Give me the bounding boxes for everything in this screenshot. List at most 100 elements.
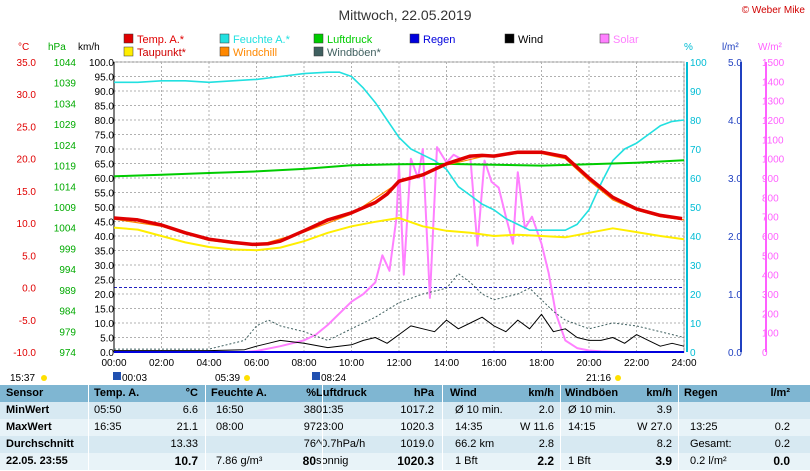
solar-tick-label: 1500 xyxy=(762,58,785,69)
moon-time-left: 15:37 xyxy=(10,373,35,384)
solar-tick-label: 1200 xyxy=(762,116,785,127)
legend-label: Temp. A.* xyxy=(137,34,185,46)
cell-hum-val: 97 xyxy=(303,421,316,433)
moon-icon xyxy=(41,375,47,381)
solar-tick-label: 1400 xyxy=(762,77,785,88)
legend-swatch xyxy=(219,46,230,57)
press-tick-label: 974 xyxy=(59,348,76,359)
cell-press-time: sonnig xyxy=(316,455,349,467)
legend-swatch xyxy=(313,46,324,57)
press-tick-label: 1039 xyxy=(54,79,77,90)
cell-label: Durchschnitt xyxy=(6,438,74,450)
hum-tick-label: 20 xyxy=(690,290,702,301)
x-tick-label: 08:00 xyxy=(291,358,316,369)
wind-tick-label: 80.0 xyxy=(95,116,115,127)
press-tick-label: 1004 xyxy=(54,224,77,235)
table-row: Durchschnitt 13.33 76 ^0.7hPa/h 1019.0 66.2 k… xyxy=(0,436,810,453)
cell-hum-time: 7.86 g/m³ xyxy=(216,455,263,467)
table-row: MaxWert 16:35 21.1 08:00 97 23:00 1020.3 14:35 W… xyxy=(0,419,810,436)
hum-tick-label: 40 xyxy=(690,232,702,243)
chart-axes: 00:00 02:00 04:00 06:00 08:00 10:00 12:00 14:00… xyxy=(13,42,784,369)
sunset-time: 21:16 xyxy=(586,373,611,384)
sunset-icon xyxy=(615,375,621,381)
solar-tick-label: 1300 xyxy=(762,97,785,108)
solar-tick-label: 300 xyxy=(762,290,779,301)
solar-tick-label: 100 xyxy=(762,329,779,340)
cell-rain-time: Gesamt: xyxy=(690,438,732,450)
press-tick-label: 1044 xyxy=(54,58,77,69)
cell-rain-time: 0.2 l/m² xyxy=(690,455,727,467)
wind-tick-label: 65.0 xyxy=(95,160,115,171)
solar-tick-label: 600 xyxy=(762,232,779,243)
cell-label: MinWert xyxy=(6,404,50,416)
unit-solar: W/m² xyxy=(758,42,783,53)
temp-tick-label: 30.0 xyxy=(17,90,37,101)
wind-tick-label: 60.0 xyxy=(95,174,115,185)
wind-tick-label: 100.0 xyxy=(89,58,114,69)
cell-temp-val: 10.7 xyxy=(174,454,198,468)
press-tick-label: 1014 xyxy=(54,182,77,193)
col-header-temp: Temp. A. xyxy=(94,387,140,399)
cell-hum-val: 38 xyxy=(303,404,316,416)
cell-label: 22.05. 23:55 xyxy=(6,455,68,467)
wind-tick-label: 15.0 xyxy=(95,305,115,316)
wind-tick-label: 0.0 xyxy=(100,348,114,359)
press-tick-label: 989 xyxy=(59,286,76,297)
x-tick-label: 24:00 xyxy=(671,358,696,369)
col-header-hum: Feuchte A. xyxy=(211,387,267,399)
hum-tick-label: 100 xyxy=(690,58,707,69)
cell-gust-val: 8.2 xyxy=(656,438,672,450)
moonrise-icon xyxy=(113,372,121,380)
moon-time-2: 08:24 xyxy=(321,373,346,384)
legend-swatch xyxy=(504,33,515,44)
table-row: MinWert 05:50 6.6 16:50 38 01:35 1017.2 Ø 10 mi… xyxy=(0,402,810,419)
solar-tick-label: 900 xyxy=(762,174,779,185)
col-header-gust: Windböen xyxy=(565,387,619,399)
sunrise-icon xyxy=(244,375,250,381)
col-header-wind: Wind xyxy=(450,387,477,399)
solar-tick-label: 700 xyxy=(762,213,779,224)
wind-tick-label: 50.0 xyxy=(95,203,115,214)
cell-gust-val: 3.9 xyxy=(656,404,672,416)
press-tick-label: 1019 xyxy=(54,162,77,173)
chart-series xyxy=(113,71,685,353)
cell-rain-val: 0.2 xyxy=(774,421,790,433)
chart-legend: Temp. A.* Feuchte A.* Luftdruck Regen Wind So… xyxy=(123,33,639,59)
col-header-rain-unit: l/m² xyxy=(770,387,790,399)
rain-tick-label: 2.0 xyxy=(728,232,742,243)
press-tick-label: 984 xyxy=(59,307,76,318)
moon-time-1: 00:03 xyxy=(122,373,147,384)
cell-temp-val: 21.1 xyxy=(176,421,198,433)
legend-label: Luftdruck xyxy=(327,34,373,46)
temp-tick-label: -10.0 xyxy=(13,348,36,359)
rain-tick-label: 1.0 xyxy=(728,290,742,301)
cell-press-val: 1020.3 xyxy=(397,454,434,468)
press-tick-label: 1009 xyxy=(54,203,77,214)
cell-wind-label: 1 Bft xyxy=(455,455,478,467)
stats-table: Sensor Temp. A. °C Feuchte A. % Luftdruc… xyxy=(0,385,810,471)
wind-tick-label: 35.0 xyxy=(95,247,115,258)
col-header-wind-unit: km/h xyxy=(528,387,554,399)
hum-tick-label: 0 xyxy=(690,348,696,359)
x-tick-label: 06:00 xyxy=(244,358,269,369)
cell-temp-time: 16:35 xyxy=(94,421,122,433)
cell-wind-label: 14:35 xyxy=(455,421,483,433)
chart-grid xyxy=(113,61,685,353)
cell-gust-val: W 27.0 xyxy=(637,421,672,433)
series-line-solar xyxy=(114,146,684,353)
unit-rain: l/m² xyxy=(722,42,739,53)
series-line-feuchte-a xyxy=(114,71,685,231)
wind-tick-label: 55.0 xyxy=(95,189,115,200)
col-header-gust-unit: km/h xyxy=(646,387,672,399)
cell-rain-val: 0.2 xyxy=(774,438,790,450)
press-tick-label: 1034 xyxy=(54,99,77,110)
x-tick-label: 10:00 xyxy=(339,358,364,369)
wind-tick-label: 85.0 xyxy=(95,102,115,113)
solar-tick-label: 1100 xyxy=(762,135,784,146)
wind-tick-label: 30.0 xyxy=(95,261,115,272)
cell-press-val: 1017.2 xyxy=(400,404,434,416)
x-tick-label: 18:00 xyxy=(529,358,554,369)
wind-tick-label: 75.0 xyxy=(95,131,115,142)
solar-tick-label: 800 xyxy=(762,193,779,204)
legend-label: Windchill xyxy=(233,47,277,59)
